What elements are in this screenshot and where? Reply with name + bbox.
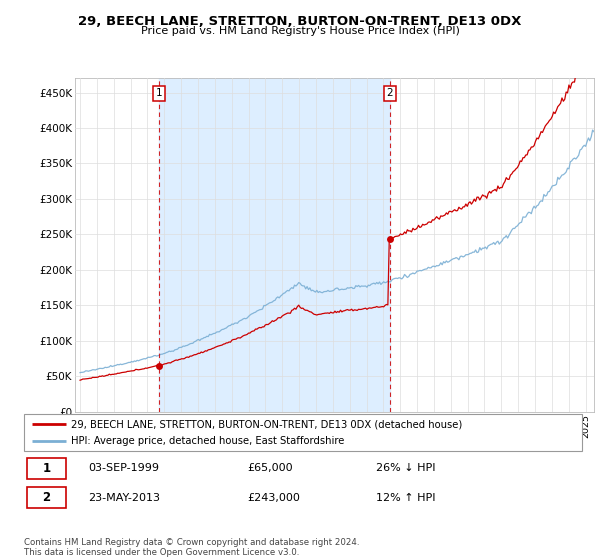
Text: 23-MAY-2013: 23-MAY-2013	[88, 493, 160, 503]
FancyBboxPatch shape	[27, 458, 66, 479]
Text: 1: 1	[42, 462, 50, 475]
Text: £243,000: £243,000	[247, 493, 300, 503]
Text: 12% ↑ HPI: 12% ↑ HPI	[376, 493, 435, 503]
Bar	[159, 78, 390, 412]
Text: HPI: Average price, detached house, East Staffordshire: HPI: Average price, detached house, East…	[71, 436, 345, 446]
Text: 03-SEP-1999: 03-SEP-1999	[88, 463, 159, 473]
FancyBboxPatch shape	[27, 487, 66, 508]
Text: £65,000: £65,000	[247, 463, 293, 473]
Text: Contains HM Land Registry data © Crown copyright and database right 2024.
This d: Contains HM Land Registry data © Crown c…	[24, 538, 359, 557]
Text: 2: 2	[42, 491, 50, 504]
Text: Price paid vs. HM Land Registry's House Price Index (HPI): Price paid vs. HM Land Registry's House …	[140, 26, 460, 36]
Text: 29, BEECH LANE, STRETTON, BURTON-ON-TRENT, DE13 0DX (detached house): 29, BEECH LANE, STRETTON, BURTON-ON-TREN…	[71, 419, 463, 429]
Text: 29, BEECH LANE, STRETTON, BURTON-ON-TRENT, DE13 0DX: 29, BEECH LANE, STRETTON, BURTON-ON-TREN…	[79, 15, 521, 27]
Text: 2: 2	[386, 88, 393, 99]
Text: 1: 1	[155, 88, 162, 99]
FancyBboxPatch shape	[24, 414, 582, 451]
Text: 26% ↓ HPI: 26% ↓ HPI	[376, 463, 435, 473]
